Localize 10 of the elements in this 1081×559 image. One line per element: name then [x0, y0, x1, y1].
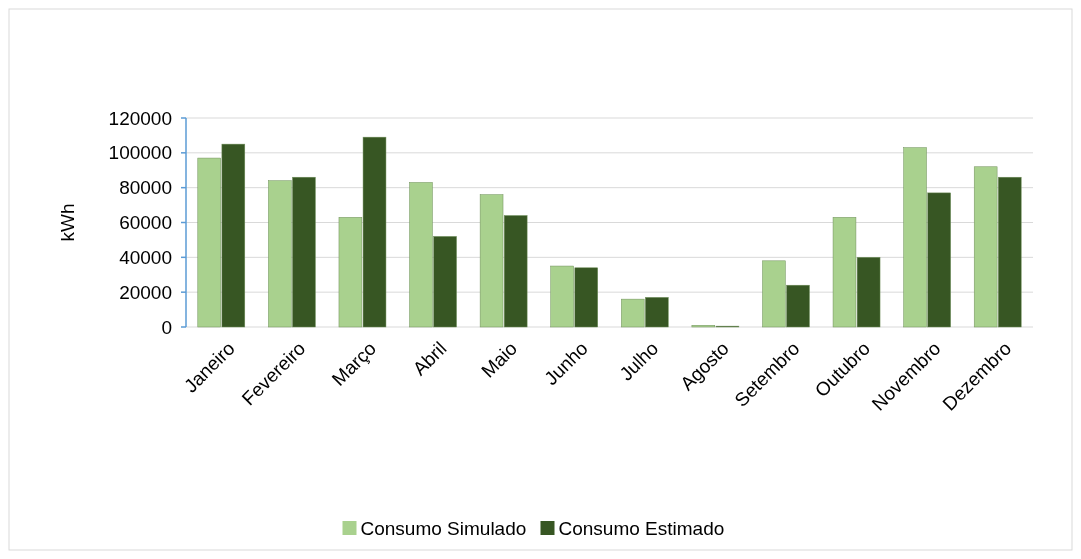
y-tick-label: 60000	[119, 212, 172, 234]
y-tick-label: 120000	[108, 107, 172, 129]
y-tick-label: 0	[161, 316, 172, 338]
y-axis-title: kWh	[57, 203, 78, 242]
y-tick-label: 20000	[119, 281, 172, 303]
y-tick-label: 80000	[119, 177, 172, 199]
legend-label: Consumo Estimado	[558, 517, 725, 539]
y-tick-label: 100000	[108, 142, 172, 164]
legend-label: Consumo Simulado	[360, 517, 527, 539]
y-tick-label: 40000	[119, 246, 172, 268]
